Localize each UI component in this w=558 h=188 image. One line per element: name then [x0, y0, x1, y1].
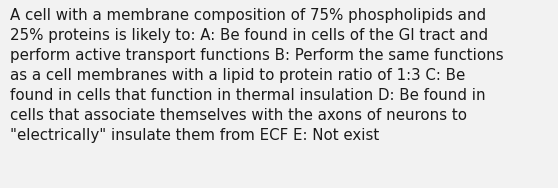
Text: A cell with a membrane composition of 75% phospholipids and
25% proteins is like: A cell with a membrane composition of 75… [10, 8, 504, 143]
